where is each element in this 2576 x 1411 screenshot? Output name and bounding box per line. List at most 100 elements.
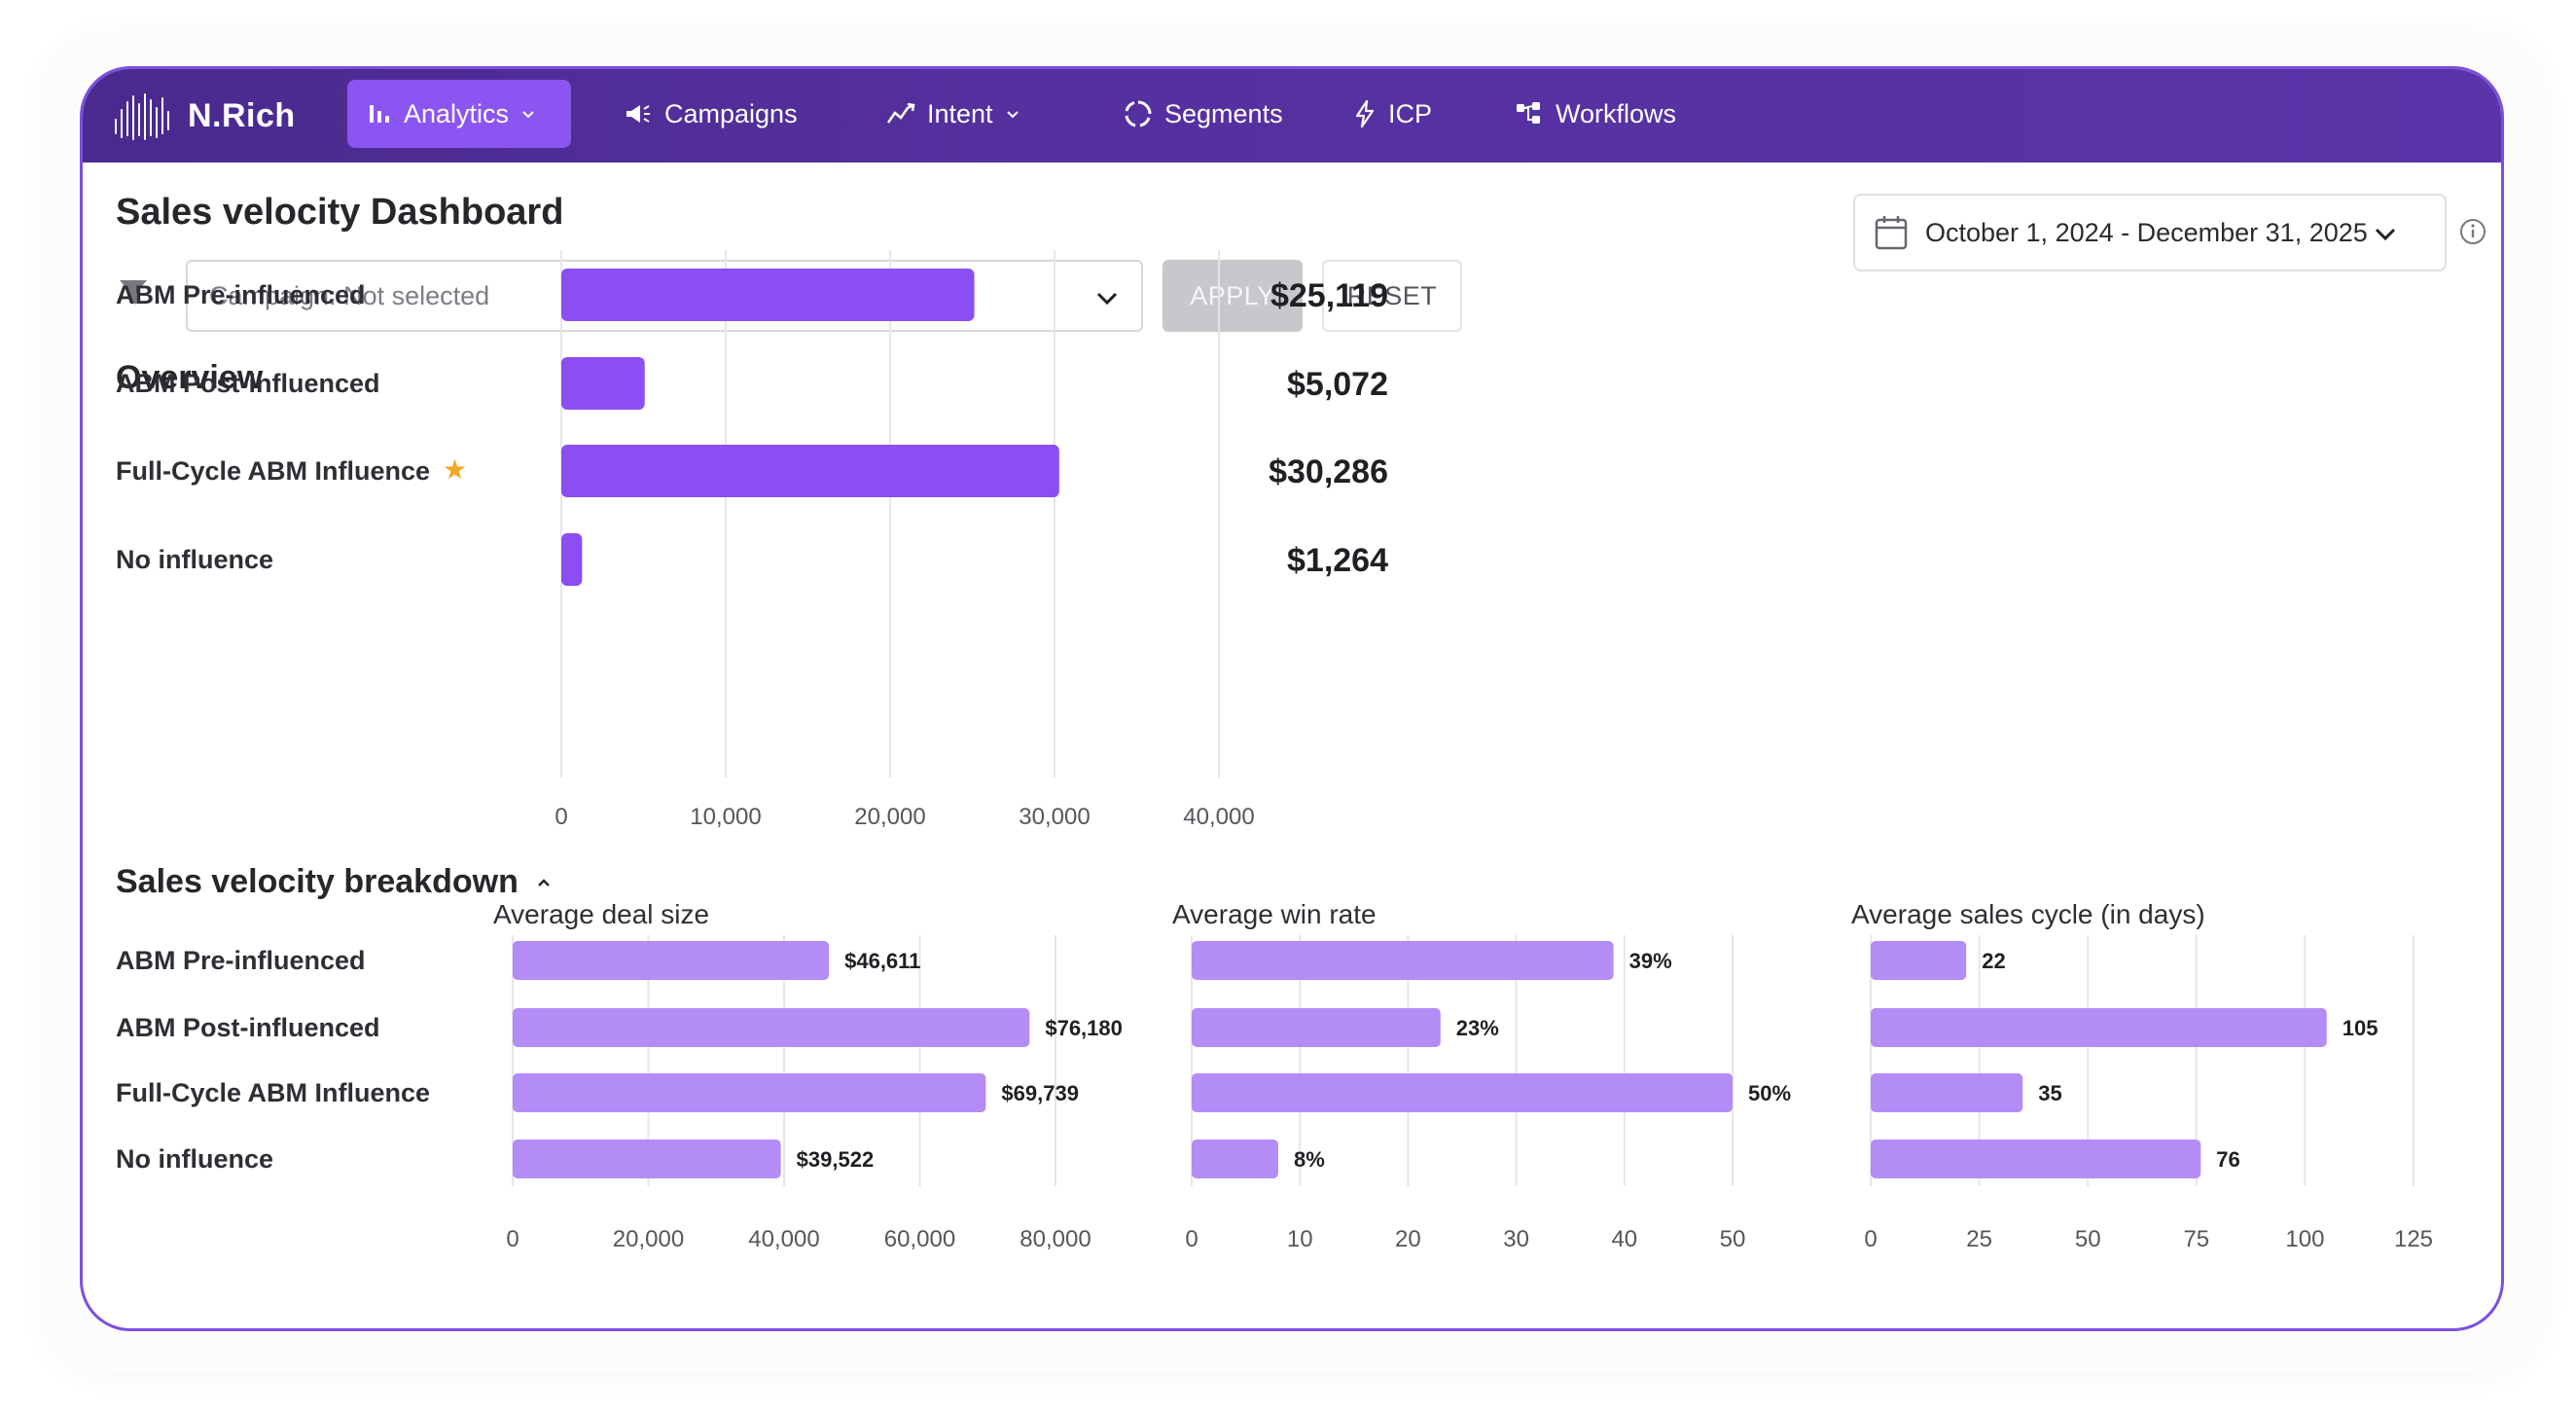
value-label: 35 <box>2038 1081 2061 1105</box>
x-tick-label: 0 <box>506 1226 519 1252</box>
calendar-icon <box>1875 216 1908 250</box>
chart-title: Average deal size <box>493 899 709 929</box>
bar <box>1192 1008 1441 1047</box>
bar <box>1871 941 1967 980</box>
x-tick-label: 40 <box>1611 1226 1637 1252</box>
filter-icon[interactable] <box>118 277 149 308</box>
x-tick-label: 40,000 <box>748 1226 819 1252</box>
value-label: 105 <box>2343 1016 2379 1040</box>
nav-campaigns[interactable]: Campaigns <box>604 80 817 148</box>
nav-intent[interactable]: Intent <box>867 80 1040 148</box>
charts-canvas: 0 10,000 20,000 30,000 40,000 ABM Pre-influen… <box>116 250 2433 1252</box>
x-tick-label: 125 <box>2394 1226 2433 1252</box>
x-tick-label: 10 <box>1287 1226 1313 1252</box>
breakdown-category-label: No influence <box>116 1144 273 1174</box>
brand-name: N.Rich <box>188 96 296 134</box>
value-label: $69,739 <box>1001 1081 1079 1105</box>
nav-segments-label: Segments <box>1164 98 1283 128</box>
nav-analytics[interactable]: Analytics <box>347 80 571 148</box>
chart-title: Average win rate <box>1172 899 1377 929</box>
category-label: ABM Pre-influenced <box>116 280 366 309</box>
breakdown-title[interactable]: Sales velocity breakdown <box>116 863 554 901</box>
star-icon: ★ <box>443 454 467 485</box>
bar <box>1871 1073 2023 1112</box>
brand-logo-icon <box>115 93 169 140</box>
x-tick-label: 0 <box>1185 1226 1198 1252</box>
bar-chart-icon <box>370 105 389 123</box>
x-tick-label: 20,000 <box>854 804 925 830</box>
bar <box>1871 1140 2201 1178</box>
bar <box>561 269 975 321</box>
nav-icp-label: ICP <box>1388 98 1433 128</box>
nav-analytics-label: Analytics <box>404 98 510 128</box>
nav-campaigns-label: Campaigns <box>664 98 798 128</box>
bar <box>561 533 583 586</box>
campaign-select-value: Campaign: Not selected <box>209 280 490 310</box>
trend-icon <box>886 102 915 124</box>
nav-workflows-label: Workflows <box>1556 98 1677 128</box>
apply-button[interactable]: APPLY <box>1163 260 1303 332</box>
workflow-icon <box>1517 102 1540 124</box>
x-tick-label: 40,000 <box>1183 804 1254 830</box>
chevron-down-icon <box>1096 292 1118 306</box>
bar <box>513 1140 781 1178</box>
nav-icp[interactable]: ICP <box>1334 80 1451 148</box>
chevron-up-icon[interactable] <box>534 873 554 892</box>
breakdown-category-label: ABM Post-influenced <box>116 1013 380 1042</box>
value-label: 23% <box>1456 1016 1499 1040</box>
x-tick-label: 10,000 <box>690 804 761 830</box>
value-label: $39,522 <box>797 1147 875 1172</box>
chevron-down-icon <box>1006 111 1019 119</box>
x-tick-label: 100 <box>2285 1226 2324 1252</box>
value-label: $76,180 <box>1045 1016 1123 1040</box>
x-tick-label: 75 <box>2183 1226 2209 1252</box>
x-tick-label: 20,000 <box>613 1226 684 1252</box>
x-tick-label: 50 <box>1720 1226 1746 1252</box>
bar <box>1192 1073 1733 1112</box>
megaphone-icon <box>626 105 650 123</box>
x-tick-label: 20 <box>1395 1226 1421 1252</box>
brand-logo[interactable]: N.Rich <box>112 90 296 141</box>
value-label: 22 <box>1982 949 2005 973</box>
bar <box>1192 941 1614 980</box>
value-label: $30,286 <box>1269 453 1388 490</box>
x-tick-label: 0 <box>1864 1226 1877 1252</box>
chevron-down-icon <box>522 111 534 119</box>
bar <box>513 941 830 980</box>
top-navbar: N.Rich Analytics Campaigns <box>83 69 2501 163</box>
category-label: Full-Cycle ABM Influence <box>116 456 430 486</box>
breakdown-category-label: ABM Pre-influenced <box>116 946 366 975</box>
app-window: N.Rich Analytics Campaigns <box>80 66 2504 1331</box>
breakdown-title-text: Sales velocity breakdown <box>116 863 519 900</box>
chevron-down-icon <box>2375 228 2396 241</box>
x-tick-label: 50 <box>2075 1226 2101 1252</box>
bar <box>513 1073 986 1112</box>
value-label: $46,611 <box>844 949 920 973</box>
category-label: No influence <box>116 545 273 574</box>
date-range-picker[interactable]: October 1, 2024 - December 31, 2025 <box>1853 194 2447 271</box>
chart-title: Average sales cycle (in days) <box>1851 899 2205 929</box>
value-label: $1,264 <box>1287 542 1388 579</box>
x-tick-label: 30,000 <box>1019 804 1090 830</box>
overview-title-text: Overview <box>116 359 264 396</box>
value-label: $5,072 <box>1287 366 1388 403</box>
x-tick-label: 80,000 <box>1020 1226 1091 1252</box>
nav-segments[interactable]: Segments <box>1104 80 1303 148</box>
bar <box>561 445 1059 497</box>
value-label: 50% <box>1748 1081 1791 1105</box>
page-title: Sales velocity Dashboard <box>116 192 564 233</box>
reset-button[interactable]: RESET <box>1322 260 1462 332</box>
x-tick-label: 25 <box>1966 1226 1992 1252</box>
x-tick-label: 60,000 <box>884 1226 955 1252</box>
category-label: ABM Post-influenced <box>116 369 380 398</box>
x-tick-label: 30 <box>1503 1226 1529 1252</box>
value-label: $25,119 <box>1270 277 1388 314</box>
segments-icon <box>1125 100 1152 127</box>
overview-title: Overview <box>116 359 263 397</box>
date-range-value: October 1, 2024 - December 31, 2025 <box>1925 217 2368 247</box>
info-icon[interactable] <box>2458 217 2487 246</box>
value-label: 76 <box>2216 1147 2239 1172</box>
bar <box>513 1008 1030 1047</box>
nav-workflows[interactable]: Workflows <box>1495 80 1696 148</box>
bar <box>1192 1140 1278 1178</box>
